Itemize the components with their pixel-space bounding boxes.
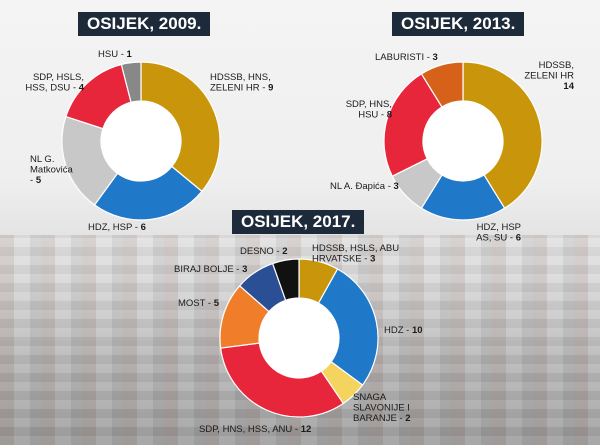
slice-label: SDP, HSLS, HSS, DSU - 4 bbox=[25, 72, 84, 94]
slice-label: HSU - 1 bbox=[98, 49, 133, 60]
slice-label: HDZ, HSP - 6 bbox=[88, 222, 146, 233]
slice-label: BIRAJ BOLJE - 3 bbox=[174, 264, 247, 275]
chart-title-2013: OSIJEK, 2013. bbox=[392, 12, 525, 36]
slice-label: HDSSB, HNS, ZELENI HR - 9 bbox=[210, 72, 273, 94]
slice-label: HDZ, HSP AS, SU - 6 bbox=[476, 222, 521, 244]
donut-1 bbox=[383, 61, 543, 221]
slice-label: LABURISTI - 3 bbox=[375, 52, 438, 63]
slice-label: NL G. Matkovića - 5 bbox=[30, 154, 73, 186]
donut-0 bbox=[61, 61, 221, 221]
slice-label: NL A. Đapića - 3 bbox=[330, 181, 399, 192]
chart-title-2017: OSIJEK, 2017. bbox=[232, 210, 365, 234]
slice-label: SDP, HNS, HSU - 8 bbox=[346, 99, 392, 121]
donut-2 bbox=[219, 258, 379, 418]
donut-hole bbox=[423, 101, 503, 181]
slice-label: DESNO - 2 bbox=[240, 246, 288, 257]
slice-label: SNAGA SLAVONIJE I BARANJE - 2 bbox=[353, 392, 411, 424]
donut-hole bbox=[259, 298, 339, 378]
donut-hole bbox=[101, 101, 181, 181]
slice-label: MOST - 5 bbox=[178, 298, 220, 309]
donut-slice bbox=[462, 61, 543, 209]
chart-title-2009: OSIJEK, 2009. bbox=[78, 12, 211, 36]
slice-label: SDP, HNS, HSS, ANU - 12 bbox=[199, 424, 311, 435]
slice-label: HDSSB, HSLS, ABU HRVATSKE - 3 bbox=[312, 243, 399, 265]
slice-label: HDSSB, ZELENI HR 14 bbox=[524, 60, 574, 92]
slice-label: HDZ - 10 bbox=[384, 325, 423, 336]
